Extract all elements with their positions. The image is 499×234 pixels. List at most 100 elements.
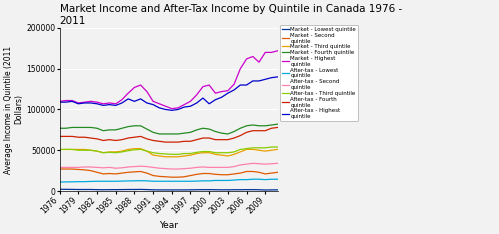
After-tax - Lowest
quintile xyxy=(63,180,69,183)
After-tax - Highest
quintile xyxy=(81,102,87,104)
After-tax - Fourth
quintile xyxy=(188,140,194,143)
Market - Highest
quintile xyxy=(181,103,187,106)
After-tax - Third quintile xyxy=(194,151,200,154)
After-tax - Lowest
quintile xyxy=(131,179,137,182)
Market - Lowest quintile xyxy=(169,189,175,191)
Market - Fourth quintile xyxy=(169,132,175,135)
After-tax - Lowest
quintile xyxy=(125,179,131,182)
After-tax - Second
quintile xyxy=(250,162,256,165)
Market - Highest
quintile xyxy=(81,101,87,104)
Market - Lowest quintile xyxy=(119,188,125,191)
After-tax - Third quintile xyxy=(250,146,256,149)
After-tax - Fourth
quintile xyxy=(163,141,169,143)
Market - Fourth quintile xyxy=(188,131,194,134)
Line: Market - Lowest quintile: Market - Lowest quintile xyxy=(60,189,278,190)
After-tax - Lowest
quintile xyxy=(188,180,194,183)
Market - Fourth quintile xyxy=(244,124,250,127)
Market - Third quintile xyxy=(225,155,231,157)
Market - Second
quintile xyxy=(75,168,81,171)
After-tax - Second
quintile xyxy=(144,165,150,168)
After-tax - Second
quintile xyxy=(238,164,244,166)
Market - Highest
quintile xyxy=(275,49,281,52)
Market - Third quintile xyxy=(219,154,225,157)
Market - Second
quintile xyxy=(113,172,119,175)
After-tax - Second
quintile xyxy=(57,166,63,169)
After-tax - Third quintile xyxy=(262,146,268,149)
After-tax - Third quintile xyxy=(156,152,162,155)
Line: After-tax - Fourth
quintile: After-tax - Fourth quintile xyxy=(60,128,278,142)
Market - Second
quintile xyxy=(175,176,181,179)
Market - Lowest quintile xyxy=(225,188,231,191)
Market - Second
quintile xyxy=(194,173,200,176)
Market - Fourth quintile xyxy=(150,131,156,134)
After-tax - Lowest
quintile xyxy=(244,178,250,181)
Market - Highest
quintile xyxy=(106,102,112,104)
After-tax - Lowest
quintile xyxy=(150,180,156,183)
Market - Lowest quintile xyxy=(219,188,225,191)
Line: Market - Highest
quintile: Market - Highest quintile xyxy=(60,51,278,109)
Market - Second
quintile xyxy=(268,172,274,175)
Market - Lowest quintile xyxy=(94,188,100,191)
Market - Highest
quintile xyxy=(238,67,244,70)
After-tax - Third quintile xyxy=(69,148,75,151)
After-tax - Highest
quintile xyxy=(100,104,106,107)
Market - Highest
quintile xyxy=(94,101,100,104)
After-tax - Second
quintile xyxy=(188,167,194,170)
After-tax - Lowest
quintile xyxy=(225,179,231,182)
Market - Fourth quintile xyxy=(206,128,212,131)
After-tax - Third quintile xyxy=(181,152,187,155)
After-tax - Fourth
quintile xyxy=(238,134,244,137)
After-tax - Second
quintile xyxy=(262,163,268,165)
Market - Third quintile xyxy=(238,150,244,153)
After-tax - Fourth
quintile xyxy=(131,136,137,139)
After-tax - Second
quintile xyxy=(219,166,225,169)
Market - Fourth quintile xyxy=(225,132,231,135)
Market - Highest
quintile xyxy=(206,84,212,86)
After-tax - Second
quintile xyxy=(88,166,94,168)
Market - Third quintile xyxy=(268,149,274,152)
Market - Third quintile xyxy=(81,148,87,151)
After-tax - Third quintile xyxy=(138,148,144,151)
Market - Second
quintile xyxy=(256,171,262,174)
Market - Third quintile xyxy=(244,148,250,151)
X-axis label: Year: Year xyxy=(159,221,178,230)
Market - Third quintile xyxy=(57,148,63,151)
After-tax - Second
quintile xyxy=(213,166,219,169)
Market - Fourth quintile xyxy=(119,127,125,130)
After-tax - Lowest
quintile xyxy=(144,179,150,182)
After-tax - Fourth
quintile xyxy=(219,138,225,141)
After-tax - Third quintile xyxy=(81,149,87,152)
Market - Lowest quintile xyxy=(75,188,81,191)
Market - Highest
quintile xyxy=(188,100,194,103)
After-tax - Third quintile xyxy=(119,150,125,153)
After-tax - Lowest
quintile xyxy=(262,178,268,181)
Market - Third quintile xyxy=(163,155,169,158)
Market - Second
quintile xyxy=(100,172,106,175)
After-tax - Fourth
quintile xyxy=(119,138,125,141)
Market - Third quintile xyxy=(200,151,206,154)
After-tax - Highest
quintile xyxy=(75,102,81,105)
After-tax - Second
quintile xyxy=(94,166,100,169)
After-tax - Highest
quintile xyxy=(244,84,250,86)
After-tax - Third quintile xyxy=(219,151,225,154)
Market - Fourth quintile xyxy=(200,127,206,130)
After-tax - Lowest
quintile xyxy=(219,179,225,182)
After-tax - Fourth
quintile xyxy=(106,138,112,141)
After-tax - Highest
quintile xyxy=(57,101,63,104)
Market - Third quintile xyxy=(144,150,150,153)
After-tax - Lowest
quintile xyxy=(256,178,262,181)
After-tax - Second
quintile xyxy=(163,167,169,170)
Market - Third quintile xyxy=(88,149,94,152)
After-tax - Third quintile xyxy=(169,153,175,156)
Market - Third quintile xyxy=(138,147,144,150)
After-tax - Fourth
quintile xyxy=(100,139,106,142)
After-tax - Fourth
quintile xyxy=(138,135,144,138)
Market - Fourth quintile xyxy=(268,124,274,126)
After-tax - Third quintile xyxy=(268,146,274,148)
After-tax - Highest
quintile xyxy=(131,100,137,103)
Market - Fourth quintile xyxy=(194,128,200,131)
After-tax - Fourth
quintile xyxy=(125,137,131,139)
After-tax - Third quintile xyxy=(200,150,206,153)
Market - Third quintile xyxy=(250,148,256,151)
After-tax - Highest
quintile xyxy=(188,105,194,108)
